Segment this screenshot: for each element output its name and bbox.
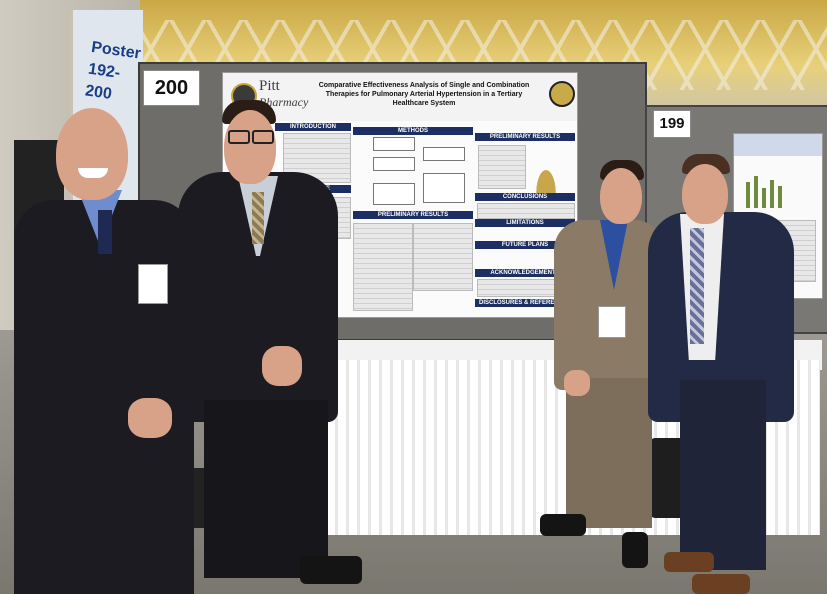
flowchart-box [373,137,415,151]
flowchart-box [373,183,415,205]
flowchart-box [423,173,465,203]
poster-section-results: PRELIMINARY RESULTS [475,133,575,141]
poster-authors [309,103,539,108]
poster-section-acknowledgements: ACKNOWLEDGEMENTS [475,269,575,277]
person-4-face [682,164,728,224]
person-1-badge [138,264,168,304]
distribution-plot [529,153,563,193]
person-2-trousers [204,400,328,578]
person-3-hand [564,370,590,396]
bar-chart-thumbnail [742,168,786,208]
person-3-trousers [566,378,652,528]
poster-section-results-2: PRELIMINARY RESULTS [353,211,473,219]
results-table [478,145,526,189]
neighboring-poster-header [734,134,822,156]
person-3-badge [598,306,626,338]
person-1-tie [98,210,112,254]
results-table-right [413,223,473,291]
person-1-hand [128,398,172,438]
person-2-glasses-icon [228,130,250,144]
poster-section-disclosures: DISCLOSURES & REFERENCES [475,299,575,307]
person-1-face [56,108,128,200]
person-4-tie [690,228,704,344]
person-1-smile [78,168,108,178]
poster-section-limitations: LIMITATIONS [475,219,575,227]
poster-logo-sub: Pharmacy [259,95,309,109]
person-2-hands [262,346,302,386]
booth-number-200: 200 [143,70,200,106]
person-2-tie [252,192,264,244]
person-2-face [224,110,276,184]
results-table-left [353,223,413,311]
poster-logo-name: Pitt [259,78,280,94]
flowchart-box [423,147,465,161]
poster-section-introduction: INTRODUCTION [275,123,351,131]
person-2-shoe [300,556,362,584]
person-3-shoe [540,514,586,536]
banner-text: Poster 192-200 [84,38,142,103]
person-4-shoe-2 [692,574,750,594]
person-1-suit [14,200,194,594]
booth-number-199: 199 [653,110,691,138]
poster-section-future-plans: FUTURE PLANS [475,241,575,249]
poster-section-methods: METHODS [353,127,473,135]
person-4-shoe [664,552,714,572]
flowchart-box [373,157,415,171]
person-3-shoe-2 [622,532,648,568]
conclusion-text [477,203,575,219]
school-seal-icon [549,81,575,107]
person-2-glasses-icon [252,130,274,144]
poster-section-conclusions: CONCLUSIONS [475,193,575,201]
person-4-trousers [680,380,766,570]
person-3-face [600,168,642,224]
poster-title: Comparative Effectiveness Analysis of Si… [318,82,530,107]
poster-header [223,73,577,121]
